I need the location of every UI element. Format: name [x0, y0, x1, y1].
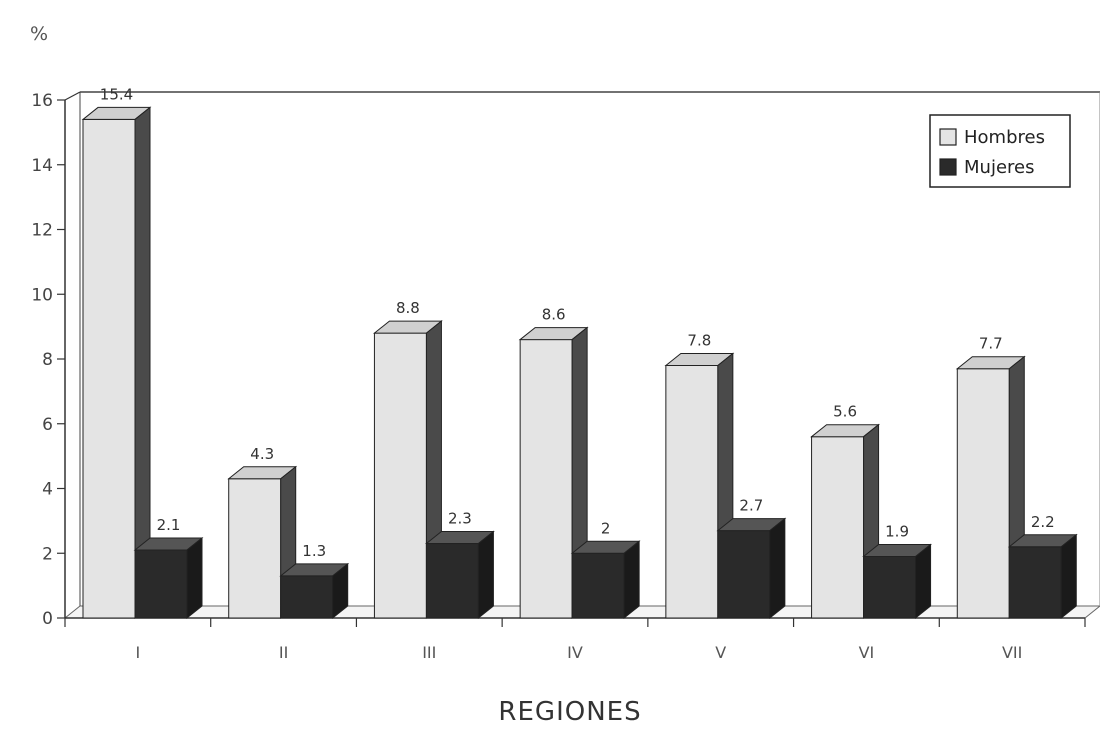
legend-label: Mujeres: [964, 157, 1034, 178]
data-label-hombres: 8.8: [396, 299, 420, 317]
bar-side-mujeres: [186, 536, 203, 620]
data-label-hombres: 15.4: [100, 85, 133, 103]
data-label-mujeres: 1.9: [885, 522, 909, 540]
bar-hombres: [82, 118, 136, 619]
y-tick-label: 12: [31, 221, 53, 241]
bar-mujeres: [280, 575, 334, 619]
x-tick-label: VI: [859, 643, 875, 662]
bar-side-mujeres: [623, 540, 640, 620]
data-label-hombres: 4.3: [250, 445, 274, 463]
data-labels: 15.4 2.1 4.3 1.3 8.8 2.3 8.6 2 7.8 2.7 5.6 1.9 7.7 2.…: [100, 85, 1055, 559]
bar-hombres: [519, 339, 573, 619]
bar-mujeres: [425, 543, 479, 619]
data-label-mujeres: 2.7: [739, 497, 763, 515]
bar-mujeres: [717, 530, 771, 619]
bar-hombres: [956, 368, 1010, 619]
bar-hombres: [228, 478, 282, 619]
legend-label: Hombres: [964, 127, 1045, 148]
bar-hombres: [665, 364, 719, 619]
bar-side-mujeres: [332, 562, 349, 620]
x-tick-label: VII: [1002, 643, 1022, 662]
y-tick-label: 4: [42, 480, 53, 500]
bar-mujeres: [863, 555, 917, 619]
x-tick-label: III: [422, 643, 436, 662]
bars: [81, 106, 1078, 620]
data-label-mujeres: 2: [601, 519, 611, 537]
data-label-mujeres: 2.2: [1031, 513, 1055, 531]
bar-hombres: [373, 332, 427, 619]
y-tick-label: 16: [31, 91, 53, 111]
x-tick-label: I: [135, 643, 140, 662]
data-label-hombres: 7.7: [979, 335, 1003, 353]
bar-hombres: [811, 436, 865, 619]
data-label-hombres: 5.6: [833, 403, 857, 421]
bar-side-mujeres: [477, 530, 494, 620]
data-label-hombres: 8.6: [542, 306, 566, 324]
y-tick-label: 6: [42, 415, 53, 435]
bar-side-mujeres: [769, 517, 786, 620]
legend-swatch: [939, 158, 957, 176]
y-tick-label: 0: [42, 609, 53, 629]
legend: Hombres Mujeres: [929, 114, 1071, 188]
bar-mujeres: [1008, 546, 1062, 619]
bar-side-mujeres: [915, 543, 932, 620]
data-label-mujeres: 1.3: [302, 542, 326, 560]
y-tick-label: 10: [31, 285, 53, 305]
y-tick-label: 14: [31, 156, 53, 176]
x-tick-label: II: [279, 643, 288, 662]
data-label-mujeres: 2.3: [448, 510, 472, 528]
x-tick-label: IV: [567, 643, 583, 662]
bar-mujeres: [134, 549, 188, 619]
bar-side-mujeres: [1060, 533, 1077, 620]
x-axis-title: REGIONES: [498, 697, 641, 727]
y-unit-label: %: [30, 23, 48, 45]
y-tick-label: 8: [42, 350, 53, 370]
bar-mujeres: [571, 552, 625, 619]
data-label-hombres: 7.8: [687, 331, 711, 349]
y-tick-label: 2: [42, 544, 53, 564]
legend-swatch: [939, 128, 957, 146]
y-axis-depth: [64, 91, 81, 101]
data-label-mujeres: 2.1: [157, 516, 181, 534]
x-tick-label: V: [715, 643, 726, 662]
